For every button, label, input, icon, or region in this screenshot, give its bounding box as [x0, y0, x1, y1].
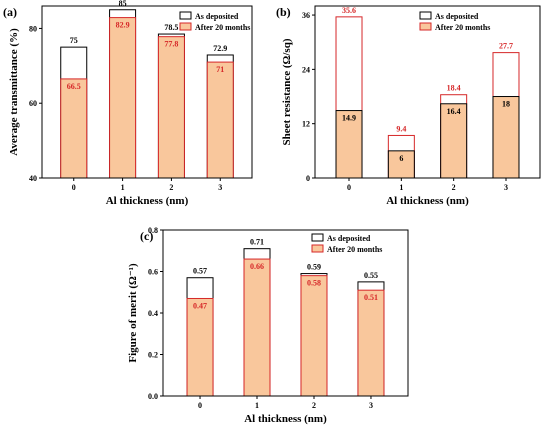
bar-after-20-months [60, 78, 88, 179]
panel-label: (c) [140, 229, 153, 243]
legend-swatch-after-20-months [419, 22, 432, 31]
data-label-after-20-months: 35.6 [342, 6, 356, 15]
x-axis-title: Al thickness (nm) [106, 195, 189, 207]
panel-label: (b) [276, 5, 291, 19]
data-label-after-20-months: 9.4 [396, 124, 406, 133]
data-label-as-deposited: 0.57 [193, 267, 207, 276]
y-tick-label: 40 [29, 174, 37, 183]
plot-frame [314, 5, 541, 179]
legend-swatch-after-20-months [311, 244, 324, 253]
y-axis-title: Average transmittance (%) [8, 28, 20, 156]
data-label-as-deposited: 72.9 [213, 44, 227, 53]
legend-swatch-as-deposited [311, 233, 324, 242]
legend-label-as-deposited: As deposited [327, 234, 371, 243]
x-axis-title: Al thickness (nm) [244, 413, 327, 425]
legend-swatch-as-deposited [179, 11, 192, 20]
chart-panel-2: (c) 0.57 0.47 0 0.71 0.66 1 0.59 0.58 2 0.55 0.51 3 0… [127, 226, 409, 425]
bar-after-20-months [157, 36, 185, 179]
y-axis-title: Figure of merit (Ω⁻¹) [127, 263, 139, 363]
data-label-after-20-months: 77.8 [164, 40, 178, 49]
legend-label-after-20-months: After 20 months [435, 23, 490, 32]
x-tick-label: 2 [312, 401, 316, 410]
data-label-after-20-months: 0.58 [307, 279, 321, 288]
data-label-after-20-months: 0.47 [193, 301, 207, 310]
data-label-as-deposited: 18 [502, 100, 510, 109]
y-tick-label: 0.4 [148, 309, 158, 318]
bar-after-20-months [186, 297, 214, 397]
legend-label-as-deposited: As deposited [435, 12, 479, 21]
legend-label-after-20-months: After 20 months [195, 23, 250, 32]
data-label-as-deposited: 0.71 [250, 238, 264, 247]
y-tick-label: 24 [302, 65, 310, 74]
data-label-as-deposited: 6 [399, 154, 403, 163]
bar-after-20-months [300, 275, 328, 397]
chart-panel-1: (b) 35.6 14.9 0 9.4 6 1 18.4 16.4 2 27.7 18 3 0 12 24 36… [276, 5, 541, 207]
legend-swatch-after-20-months [179, 22, 192, 31]
y-tick-label: 80 [29, 24, 37, 33]
legend-label-as-deposited: As deposited [195, 12, 239, 21]
data-label-as-deposited: 78.5 [164, 23, 178, 32]
legend-label-after-20-months: After 20 months [327, 245, 382, 254]
y-tick-label: 0.8 [148, 226, 158, 235]
bar-after-20-months [206, 61, 234, 179]
x-tick-label: 2 [169, 183, 173, 192]
data-label-as-deposited: 0.59 [307, 263, 321, 272]
y-tick-label: 0.6 [148, 268, 158, 277]
data-label-after-20-months: 0.51 [364, 293, 378, 302]
legend: As deposited After 20 months [419, 11, 490, 32]
data-label-after-20-months: 82.9 [116, 21, 130, 30]
bar-after-20-months [243, 258, 271, 397]
y-tick-label: 60 [29, 99, 37, 108]
data-label-after-20-months: 71 [216, 65, 224, 74]
bar-as-deposited [387, 150, 415, 179]
x-tick-label: 3 [369, 401, 373, 410]
y-tick-label: 0 [306, 174, 310, 183]
x-tick-label: 1 [121, 183, 125, 192]
data-label-as-deposited: 16.4 [447, 107, 461, 116]
x-tick-label: 0 [198, 401, 202, 410]
x-tick-label: 3 [218, 183, 222, 192]
data-label-as-deposited: 14.9 [342, 114, 356, 123]
chart-panel-0: (a) 75 66.5 0 85 82.9 1 78.5 77.8 2 72.9 71 3 40 60 80 A… [3, 0, 253, 207]
x-axis-title: Al thickness (nm) [386, 195, 469, 207]
x-tick-label: 1 [399, 183, 403, 192]
data-label-as-deposited: 85 [119, 0, 127, 8]
legend: As deposited After 20 months [179, 11, 250, 32]
x-tick-label: 1 [255, 401, 259, 410]
data-label-after-20-months: 0.66 [250, 262, 264, 271]
panel-label: (a) [3, 5, 17, 19]
x-tick-label: 3 [504, 183, 508, 192]
plot-frame [41, 5, 253, 179]
bar-as-deposited [335, 110, 363, 179]
legend: As deposited After 20 months [311, 233, 382, 254]
x-tick-label: 0 [72, 183, 76, 192]
data-label-after-20-months: 18.4 [447, 84, 461, 93]
x-tick-label: 2 [452, 183, 456, 192]
y-tick-label: 36 [302, 11, 310, 20]
legend-swatch-as-deposited [419, 11, 432, 20]
x-tick-label: 0 [347, 183, 351, 192]
bar-as-deposited [492, 96, 520, 179]
data-label-as-deposited: 75 [70, 36, 78, 45]
y-tick-label: 0.0 [148, 392, 158, 401]
data-label-after-20-months: 66.5 [67, 82, 81, 91]
bar-after-20-months [109, 17, 137, 179]
bar-after-20-months [357, 289, 385, 397]
y-axis-title: Sheet resistance (Ω/sq) [281, 38, 293, 145]
data-label-after-20-months: 27.7 [499, 42, 513, 51]
y-tick-label: 12 [302, 120, 310, 129]
y-tick-label: 0.2 [148, 351, 158, 360]
data-label-as-deposited: 0.55 [364, 271, 378, 280]
